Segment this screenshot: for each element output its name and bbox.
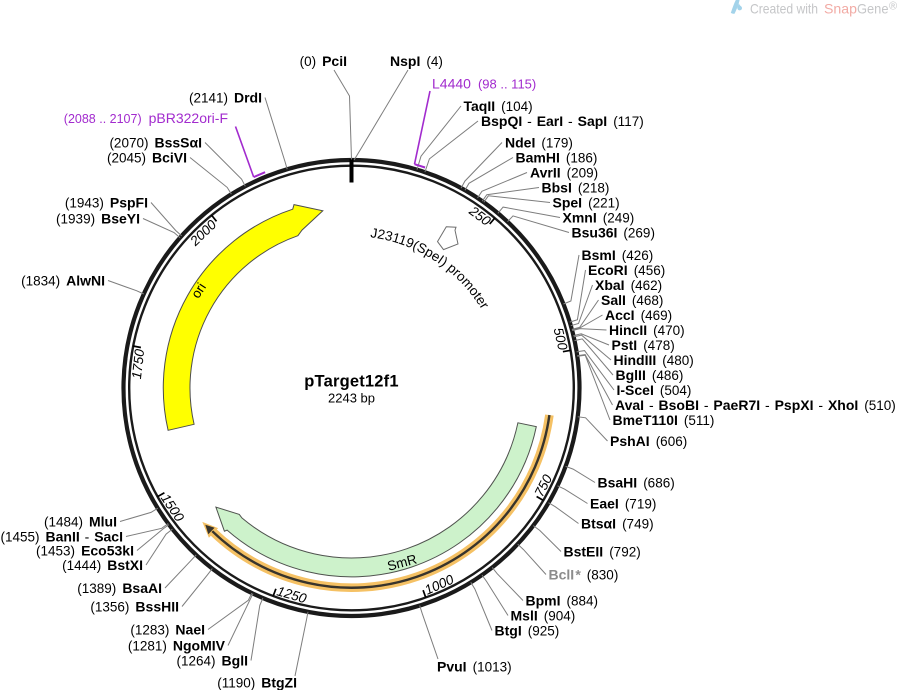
svg-text:ori: ori — [188, 280, 209, 301]
svg-text:BtgI(925): BtgI (925) — [495, 622, 560, 638]
svg-text:PstI(478): PstI (478) — [612, 337, 675, 353]
svg-text:(1453)Eco53kI: (1453) Eco53kI — [36, 542, 134, 558]
svg-text:Snap: Snap — [824, 1, 857, 17]
svg-text:Created with: Created with — [750, 1, 818, 17]
svg-text:MslI(904): MslI (904) — [511, 607, 576, 623]
svg-text:500: 500 — [551, 326, 571, 352]
svg-text:(1444)BstXI: (1444) BstXI — [62, 557, 143, 573]
svg-text:AccI(469): AccI (469) — [605, 307, 672, 323]
svg-text:BspQI - EarI - SapI(117): BspQI - EarI - SapI (117) — [481, 113, 644, 129]
svg-text:1750: 1750 — [129, 348, 147, 380]
svg-text:BamHI(186): BamHI (186) — [516, 149, 598, 165]
svg-text:(1939)BseYI: (1939) BseYI — [56, 210, 140, 226]
svg-text:HincII(470): HincII (470) — [609, 322, 685, 338]
svg-text:BbsI(218): BbsI (218) — [542, 179, 610, 195]
svg-text:(2070)BssSαI: (2070) BssSαI — [109, 134, 202, 150]
svg-text:BpmI(884): BpmI (884) — [526, 592, 599, 608]
svg-text:®: ® — [889, 1, 897, 13]
svg-text:2243 bp: 2243 bp — [328, 391, 375, 406]
svg-text:(1281)NgoMIV: (1281) NgoMIV — [128, 637, 226, 653]
svg-text:pTarget12f1: pTarget12f1 — [304, 373, 399, 391]
svg-text:SpeI(221): SpeI (221) — [553, 194, 620, 210]
svg-text:AvrII(209): AvrII (209) — [530, 164, 598, 180]
svg-text:L4440(98 .. 115): L4440 (98 .. 115) — [432, 75, 536, 91]
svg-text:J23119(SpeI) promoter: J23119(SpeI) promoter — [370, 225, 493, 312]
svg-text:(2045)BciVI: (2045) BciVI — [107, 149, 187, 165]
svg-text:BglII(486): BglII (486) — [616, 367, 684, 383]
svg-text:BtsαI(749): BtsαI (749) — [581, 515, 654, 531]
svg-text:(1264)BglI: (1264) BglI — [177, 652, 248, 668]
svg-text:(1455)BanII - SacI: (1455) BanII - SacI — [0, 528, 123, 544]
svg-text:(1356)BssHII: (1356) BssHII — [90, 598, 179, 614]
svg-text:EcoRI(456): EcoRI (456) — [588, 262, 665, 278]
svg-text:1500: 1500 — [158, 491, 187, 525]
svg-text:(1190)BtgZI: (1190) BtgZI — [217, 674, 297, 690]
svg-text:BsaHI(686): BsaHI (686) — [598, 474, 675, 490]
svg-text:(1484)MluI: (1484) MluI — [44, 513, 117, 529]
svg-text:BclI *(830): BclI * (830) — [549, 566, 619, 582]
svg-text:Gene: Gene — [857, 1, 889, 17]
svg-text:(1943)PspFI: (1943) PspFI — [65, 194, 148, 210]
svg-text:XmnI(249): XmnI (249) — [563, 209, 635, 225]
svg-text:PvuI(1013): PvuI (1013) — [437, 658, 512, 674]
svg-text:XbaI(462): XbaI (462) — [595, 277, 662, 293]
svg-text:EaeI(719): EaeI (719) — [590, 495, 656, 511]
svg-text:Bsu36I(269): Bsu36I (269) — [572, 224, 655, 240]
svg-text:(0)PciI: (0) PciI — [300, 53, 347, 69]
svg-text:(2141)DrdI: (2141) DrdI — [189, 89, 262, 105]
svg-text:(2088 .. 2107)pBR322ori-F: (2088 .. 2107) pBR322ori-F — [64, 110, 228, 126]
svg-text:PshAI(606): PshAI (606) — [610, 433, 687, 449]
svg-text:BstEII(792): BstEII (792) — [564, 543, 641, 559]
svg-text:TaqII(104): TaqII (104) — [464, 98, 533, 114]
svg-text:BsmI(426): BsmI (426) — [582, 247, 654, 263]
svg-text:NspI(4): NspI (4) — [390, 53, 443, 69]
svg-text:AvaI - BsoBI - PaeR7I - PspXI: AvaI - BsoBI - PaeR7I - PspXI - XhoI (510… — [615, 397, 896, 413]
svg-text:(1389)BsaAI: (1389) BsaAI — [77, 580, 162, 596]
svg-text:I-SceI(504): I-SceI (504) — [617, 382, 692, 398]
svg-text:HindIII(480): HindIII (480) — [614, 352, 694, 368]
svg-text:(1283)NaeI: (1283) NaeI — [130, 621, 205, 637]
svg-text:BmeT110I(511): BmeT110I (511) — [613, 412, 715, 428]
svg-text:2000: 2000 — [186, 217, 219, 250]
svg-text:(1834)AlwNI: (1834) AlwNI — [21, 272, 105, 288]
svg-text:SalI(468): SalI (468) — [601, 292, 663, 308]
svg-text:NdeI(179): NdeI (179) — [505, 134, 573, 150]
